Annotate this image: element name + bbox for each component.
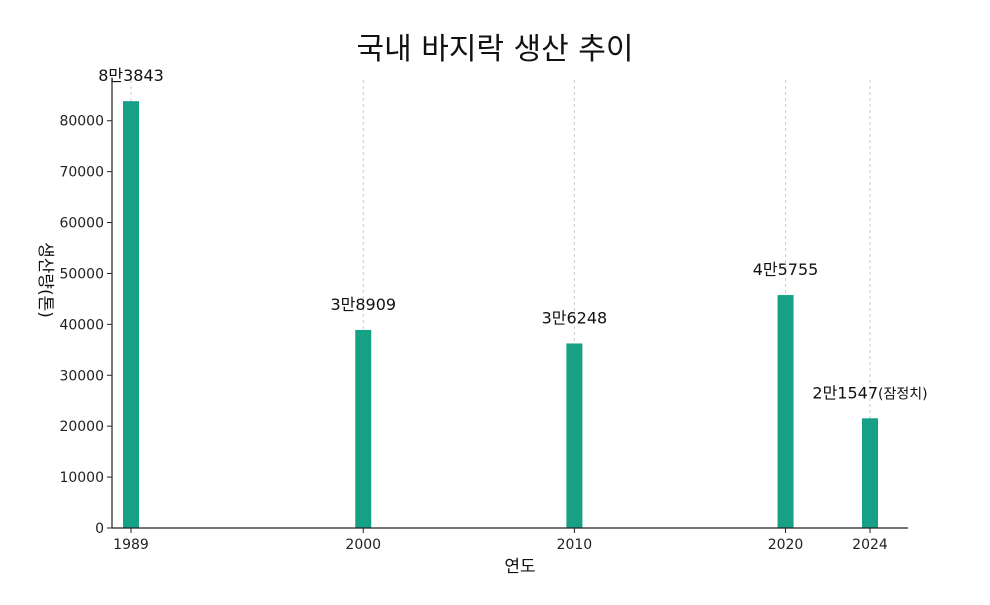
axes	[111, 80, 908, 529]
y-tick-label-20000: 20000	[59, 419, 104, 435]
bar-2010	[566, 343, 583, 528]
data-label-1989: 8만3843	[98, 66, 164, 85]
y-tick-label-70000: 70000	[59, 165, 104, 181]
chart-title: 국내 바지락 생산 추이	[356, 32, 633, 67]
data-label-2000: 3만8909	[330, 295, 396, 314]
x-tick-label-2024: 2024	[852, 537, 888, 553]
x-axis-title: 연도	[504, 557, 535, 577]
bars	[123, 101, 878, 529]
bar-2020	[777, 295, 794, 528]
data-label-2020: 4만5755	[753, 260, 819, 279]
data-label-2024: 2만1547(잠정치)	[812, 383, 927, 402]
x-tick-label-2020: 2020	[768, 537, 804, 553]
y-tick-label-10000: 10000	[59, 470, 104, 486]
bar-1989	[123, 101, 140, 529]
x-tick-label-2010: 2010	[557, 537, 593, 553]
gridlines	[130, 80, 871, 528]
y-tick-label-30000: 30000	[59, 368, 104, 384]
y-tick-label-50000: 50000	[59, 266, 104, 282]
y-tick-label-60000: 60000	[59, 216, 104, 232]
ticks: 0 10000 20000 30000 40000 50000 60000 70000 8000…	[59, 114, 887, 553]
bar-2024	[861, 418, 878, 528]
x-tick-label-1989: 1989	[113, 537, 149, 553]
y-axis-title: 생산량(톤)	[35, 242, 55, 318]
data-labels: 8만3843 3만8909 3만6248 4만5755 2만1547(잠정치)	[98, 66, 927, 402]
y-tick-label-40000: 40000	[59, 317, 104, 333]
y-tick-label-80000: 80000	[59, 114, 104, 130]
x-tick-label-2000: 2000	[345, 537, 381, 553]
data-label-2010: 3만6248	[542, 308, 608, 327]
y-tick-label-0: 0	[95, 521, 104, 537]
bar-2000	[355, 329, 372, 528]
